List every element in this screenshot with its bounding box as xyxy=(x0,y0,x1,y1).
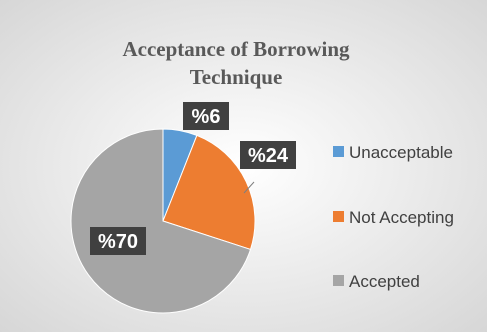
legend-swatch-accepted xyxy=(333,275,344,286)
chart-title-line-1: Acceptance of Borrowing xyxy=(122,37,350,61)
legend-label-accepted: Accepted xyxy=(349,272,420,291)
data-labels: %6 %24 %70 xyxy=(90,102,296,255)
data-label-box-accepted xyxy=(90,227,146,255)
legend: Unacceptable Not Accepting Accepted xyxy=(333,143,454,291)
legend-label-not-accepting: Not Accepting xyxy=(349,208,454,227)
legend-swatch-not-accepting xyxy=(333,211,344,222)
data-label-not-accepting: %24 xyxy=(248,145,289,167)
data-label-unacceptable: %6 xyxy=(192,106,221,128)
data-label-accepted: %70 xyxy=(98,231,138,253)
pie-slices xyxy=(70,128,256,314)
legend-swatch-unacceptable xyxy=(333,146,344,157)
leader-lines xyxy=(243,181,255,194)
leader-line-not-accepting xyxy=(243,181,255,194)
pie-slice-not-accepting xyxy=(162,134,256,251)
data-label-box-unacceptable xyxy=(183,102,229,130)
pie-slice-accepted xyxy=(70,128,252,314)
data-label-box-not-accepting xyxy=(240,141,296,169)
chart-title-line-2: Technique xyxy=(190,65,283,89)
legend-label-unacceptable: Unacceptable xyxy=(349,143,453,162)
